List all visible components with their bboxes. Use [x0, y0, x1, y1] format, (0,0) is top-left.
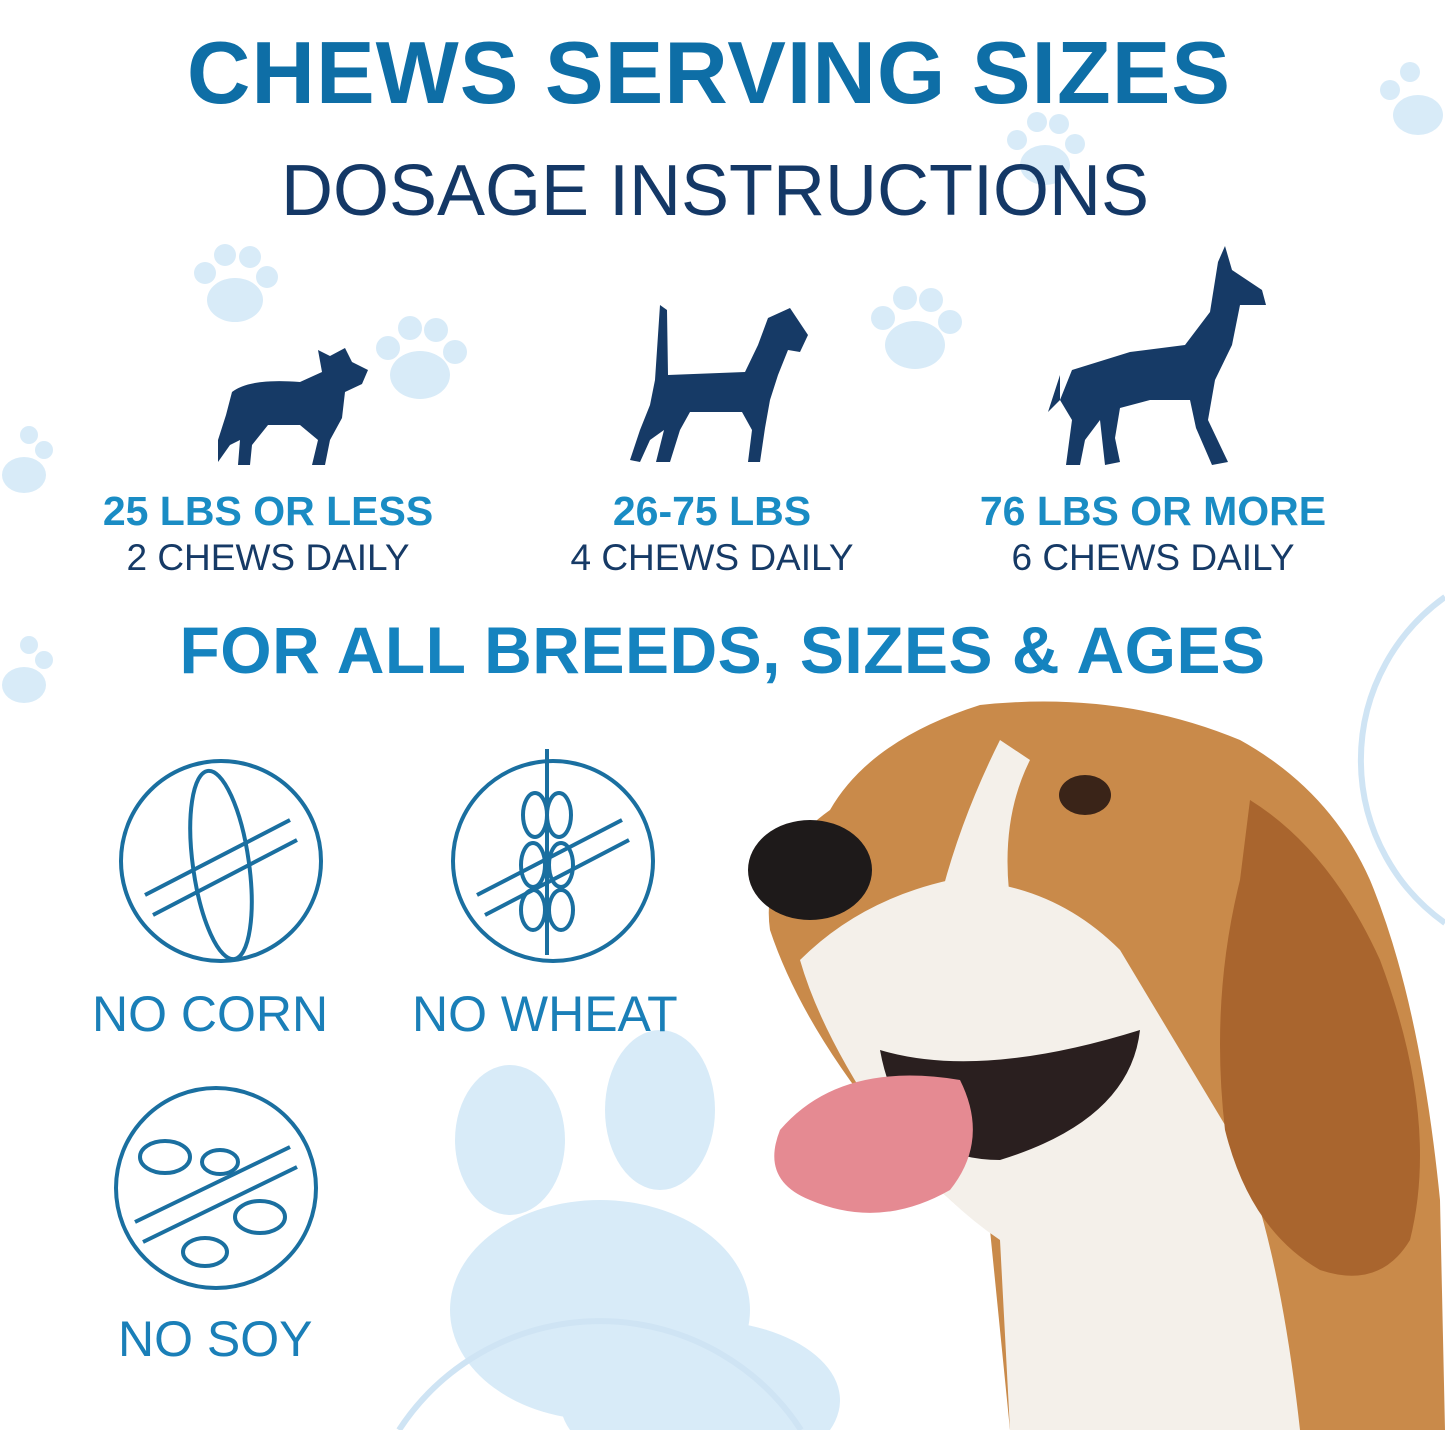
weight-range: 76 LBS OR MORE [979, 488, 1327, 534]
dosage-tier-large: 76 LBS OR MORE 6 CHEWS DAILY [943, 488, 1363, 579]
paw-icon [1380, 62, 1443, 135]
small-dog-silhouette-icon [218, 348, 368, 465]
page-title: CHEWS SERVING SIZES [186, 23, 1232, 122]
dosage-tier-medium: 26-75 LBS 4 CHEWS DAILY [502, 488, 922, 579]
dose-amount: 2 CHEWS DAILY [126, 537, 410, 578]
paw-icon [871, 286, 962, 369]
weight-range: 25 LBS OR LESS [102, 488, 434, 534]
paw-icon [194, 244, 278, 322]
beagle-muzzle [800, 880, 1300, 1430]
decorative-ring [396, 1318, 804, 1430]
no-soy-label: NO SOY [118, 1311, 313, 1367]
paw-icon [1007, 112, 1085, 185]
dose-amount: 6 CHEWS DAILY [1011, 537, 1295, 578]
page-subtitle: DOSAGE INSTRUCTIONS [280, 151, 1150, 231]
no-soy-icon [114, 1086, 318, 1290]
dog-silhouettes [218, 246, 1266, 465]
dosage-tier-small: 25 LBS OR LESS 2 CHEWS DAILY [58, 488, 478, 579]
beagle-eye [1059, 775, 1111, 815]
paw-icon [2, 636, 53, 703]
large-dog-silhouette-icon [1048, 246, 1266, 465]
beagle-blaze [940, 740, 1030, 900]
paw-pad-shape [559, 1320, 841, 1430]
no-wheat-label: NO WHEAT [412, 986, 678, 1042]
beagle-nose [748, 820, 872, 920]
paw-icon [376, 316, 467, 399]
medium-dog-silhouette-icon [630, 305, 808, 462]
tagline: FOR ALL BREEDS, SIZES & AGES [179, 613, 1266, 687]
no-wheat-icon [451, 749, 655, 963]
beagle-tongue [774, 1075, 973, 1213]
paw-icon [2, 426, 53, 493]
beagle-ear [1220, 800, 1420, 1276]
decorative-ring [1357, 594, 1445, 926]
weight-range: 26-75 LBS [612, 488, 812, 534]
dose-amount: 4 CHEWS DAILY [570, 537, 854, 578]
no-corn-label: NO CORN [92, 986, 329, 1042]
no-corn-icon [119, 759, 323, 963]
